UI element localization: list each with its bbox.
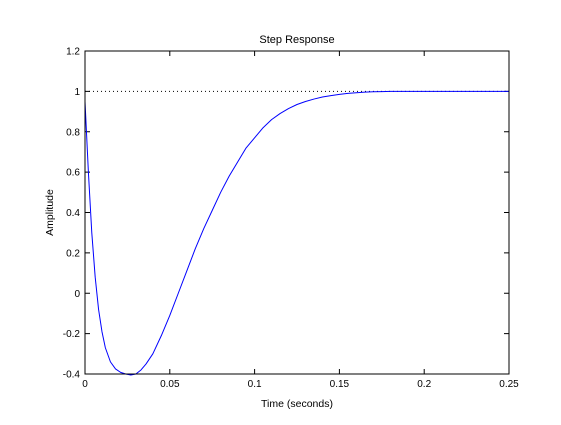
y-tick-label: 1 [74, 87, 80, 98]
plot-area [85, 51, 509, 374]
y-tick-label: 0 [74, 289, 80, 300]
x-tick-label: 0.15 [330, 379, 350, 390]
x-tick-label: 0.1 [248, 379, 262, 390]
chart-title: Step Response [259, 34, 334, 46]
y-tick-label: 0.4 [66, 208, 80, 219]
x-tick-label: 0 [82, 379, 88, 390]
x-axis-title: Time (seconds) [261, 398, 333, 410]
y-axis-title: Amplitude [44, 189, 56, 236]
y-tick-label: 0.6 [66, 168, 80, 179]
y-tick-label: 1.2 [66, 47, 80, 58]
axes-box [84, 50, 510, 375]
y-tick-label: -0.4 [63, 370, 81, 381]
x-tick-label: 0.25 [499, 379, 519, 390]
y-tick-label: -0.2 [63, 329, 81, 340]
x-tick-label: 0.2 [417, 379, 431, 390]
y-tick-label: 0.8 [66, 127, 80, 138]
y-tick-label: 0.2 [66, 248, 80, 259]
step-response-line [84, 90, 509, 376]
x-tick-label: 0.05 [160, 379, 180, 390]
